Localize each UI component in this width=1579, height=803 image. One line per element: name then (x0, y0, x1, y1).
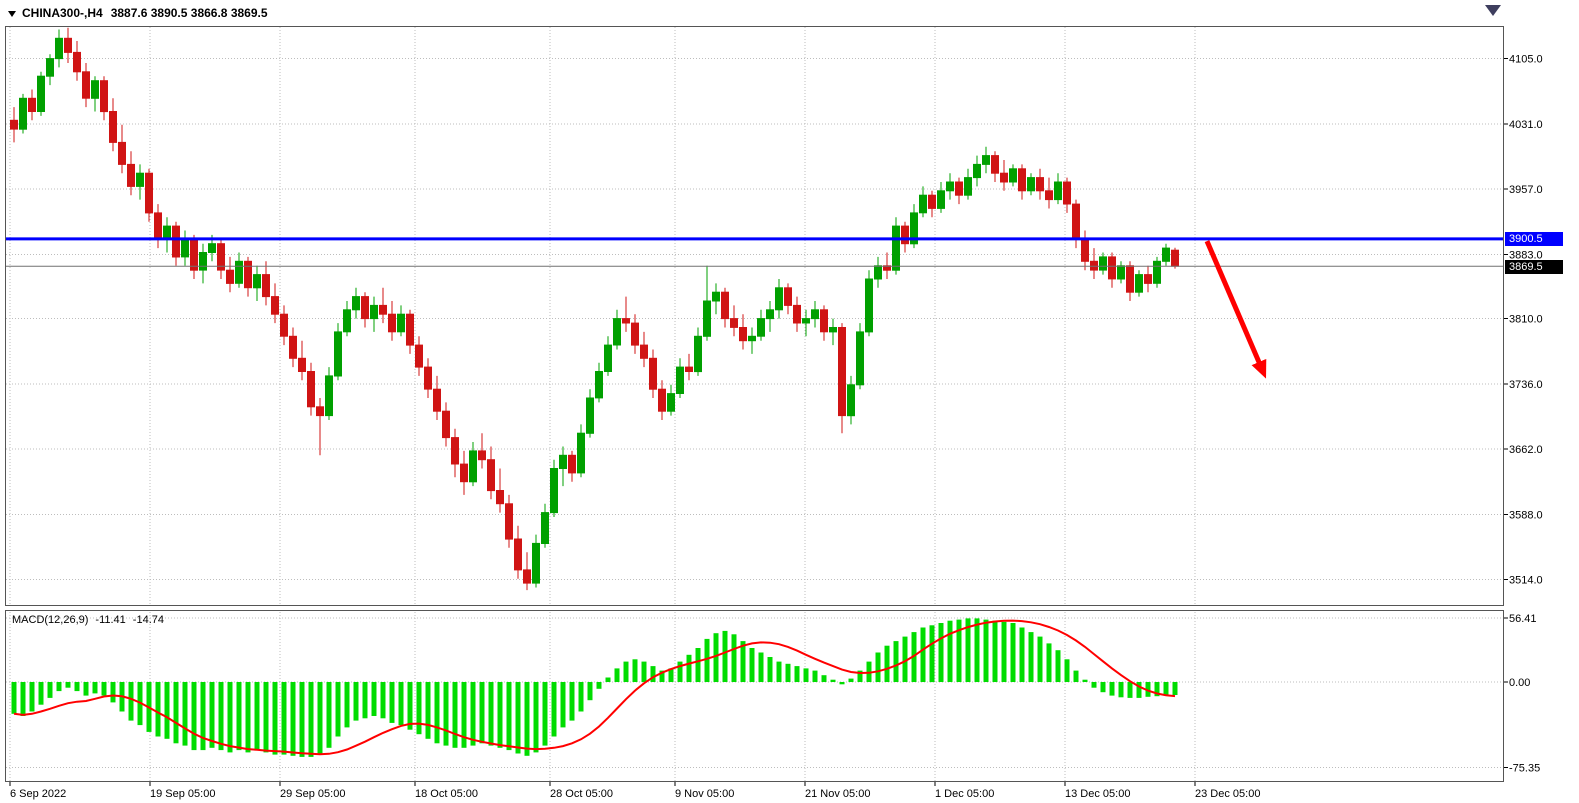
price-axis-label: 3736.0 (1509, 379, 1543, 391)
macd-axis-label: 0.00 (1509, 677, 1530, 689)
price-axis-label: 4105.0 (1509, 54, 1543, 66)
chart-shift-marker-icon[interactable] (1485, 5, 1501, 16)
time-axis-label: 28 Oct 05:00 (550, 788, 613, 800)
time-axis-label: 6 Sep 2022 (10, 788, 66, 800)
price-axis-label: 3514.0 (1509, 575, 1543, 587)
axes-layer[interactable]: 4105.0 4031.0 3957.0 3883.0 3810.0 3736.0 3662… (5, 26, 1543, 801)
time-axis-label: 9 Nov 05:00 (675, 788, 734, 800)
time-axis-label: 1 Dec 05:00 (935, 788, 994, 800)
bid-price-tag: 3900.5 (1505, 232, 1563, 246)
price-axis-label: 3662.0 (1509, 444, 1543, 456)
price-axis-label: 4031.0 (1509, 119, 1543, 131)
price-axis-label: 3588.0 (1509, 509, 1543, 521)
price-axis-label: 3810.0 (1509, 314, 1543, 326)
macd-indicator-label: MACD(12,26,9) -11.41 -14.74 (12, 614, 171, 626)
symbol-title: CHINA300-,H4 (22, 6, 103, 20)
trend-arrow-line (1204, 240, 1267, 379)
ohlc-values: 3887.6 3890.5 3866.8 3869.5 (110, 6, 268, 20)
time-axis-label: 19 Sep 05:00 (150, 788, 215, 800)
trend-arrow[interactable] (1204, 240, 1267, 379)
candles-layer (10, 27, 1179, 591)
macd-axis-label: 56.41 (1509, 613, 1537, 625)
macd-axis-label: -75.35 (1509, 763, 1540, 775)
overlay-lines-layer (6, 237, 1503, 267)
symbol-header: CHINA300-,H4 3887.6 3890.5 3866.8 3869.5 (8, 4, 268, 24)
time-axis-label: 13 Dec 05:00 (1065, 788, 1130, 800)
macd-signal-line (13, 619, 1176, 756)
macd-layer (11, 618, 1178, 757)
price-axis-label: 3883.0 (1509, 249, 1543, 261)
time-axis-label: 29 Sep 05:00 (280, 788, 345, 800)
macd-main-value: -11.41 (95, 614, 126, 626)
time-axis-label: 18 Oct 05:00 (415, 788, 478, 800)
last-price-tag: 3869.5 (1505, 260, 1563, 274)
macd-name: MACD(12,26,9) (12, 614, 89, 626)
symbol-dropdown-icon[interactable] (8, 11, 16, 17)
time-axis-label: 23 Dec 05:00 (1195, 788, 1260, 800)
macd-signal-value: -14.74 (132, 614, 164, 626)
price-axis-label: 3957.0 (1509, 184, 1543, 196)
time-axis-label: 21 Nov 05:00 (805, 788, 870, 800)
